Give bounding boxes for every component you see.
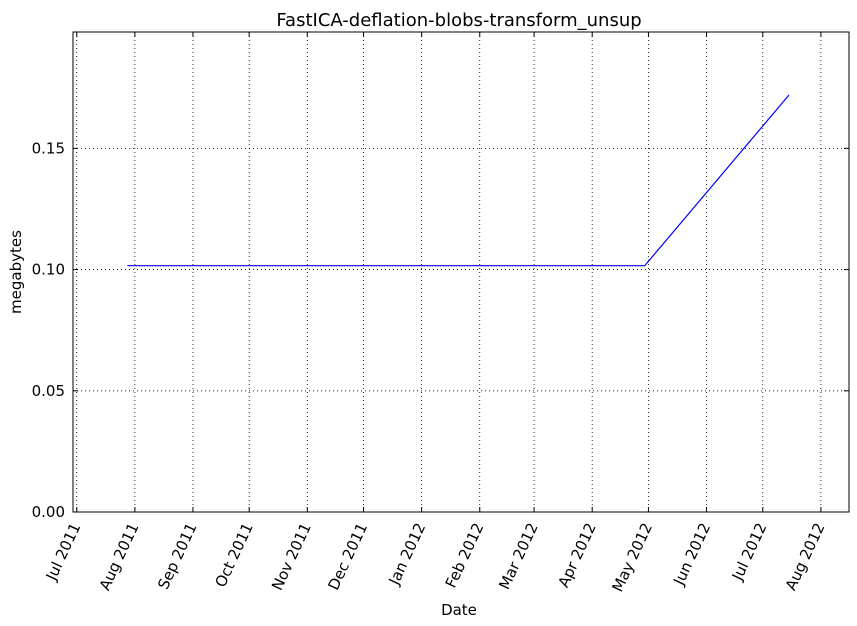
x-tick-label: Oct 2011: [211, 520, 256, 590]
x-tick-label: May 2012: [608, 520, 656, 595]
series-layer: [127, 94, 790, 267]
x-tick-label: Jan 2012: [385, 520, 430, 588]
y-tick-label: 0.05: [32, 382, 65, 400]
y-tick-labels: 0.00 0.05 0.10 0.15: [32, 139, 65, 521]
y-tick-label: 0.10: [32, 261, 65, 279]
x-tick-label: Mar 2012: [495, 520, 541, 592]
x-tick-label: Dec 2011: [324, 520, 371, 593]
x-tick-label: Jun 2012: [669, 520, 714, 589]
x-tick-label: Feb 2012: [442, 520, 488, 591]
x-tick-label: Sep 2011: [154, 520, 200, 592]
x-tick-label: Nov 2011: [268, 520, 315, 593]
grid: [73, 32, 849, 512]
x-tick-label: Jul 2012: [728, 520, 771, 584]
y-tick-label: 0.15: [32, 139, 65, 157]
chart-title: FastICA-deflation-blobs-transform_unsup: [276, 10, 641, 31]
x-tick-label: Aug 2011: [96, 520, 143, 593]
x-tick-label: Apr 2012: [554, 520, 599, 590]
series-line: [127, 94, 790, 267]
x-tick-label: Aug 2012: [782, 520, 829, 593]
plot-frame: [72, 31, 850, 513]
y-axis-label: megabytes: [7, 230, 25, 314]
x-tick-label: Jul 2011: [42, 520, 85, 584]
y-tick-label: 0.00: [32, 503, 65, 521]
x-tick-labels: Jul 2011 Aug 2011 Sep 2011 Oct 2011 Nov 2011…: [42, 520, 829, 595]
ticks: [73, 32, 849, 513]
x-axis-label: Date: [441, 601, 477, 619]
